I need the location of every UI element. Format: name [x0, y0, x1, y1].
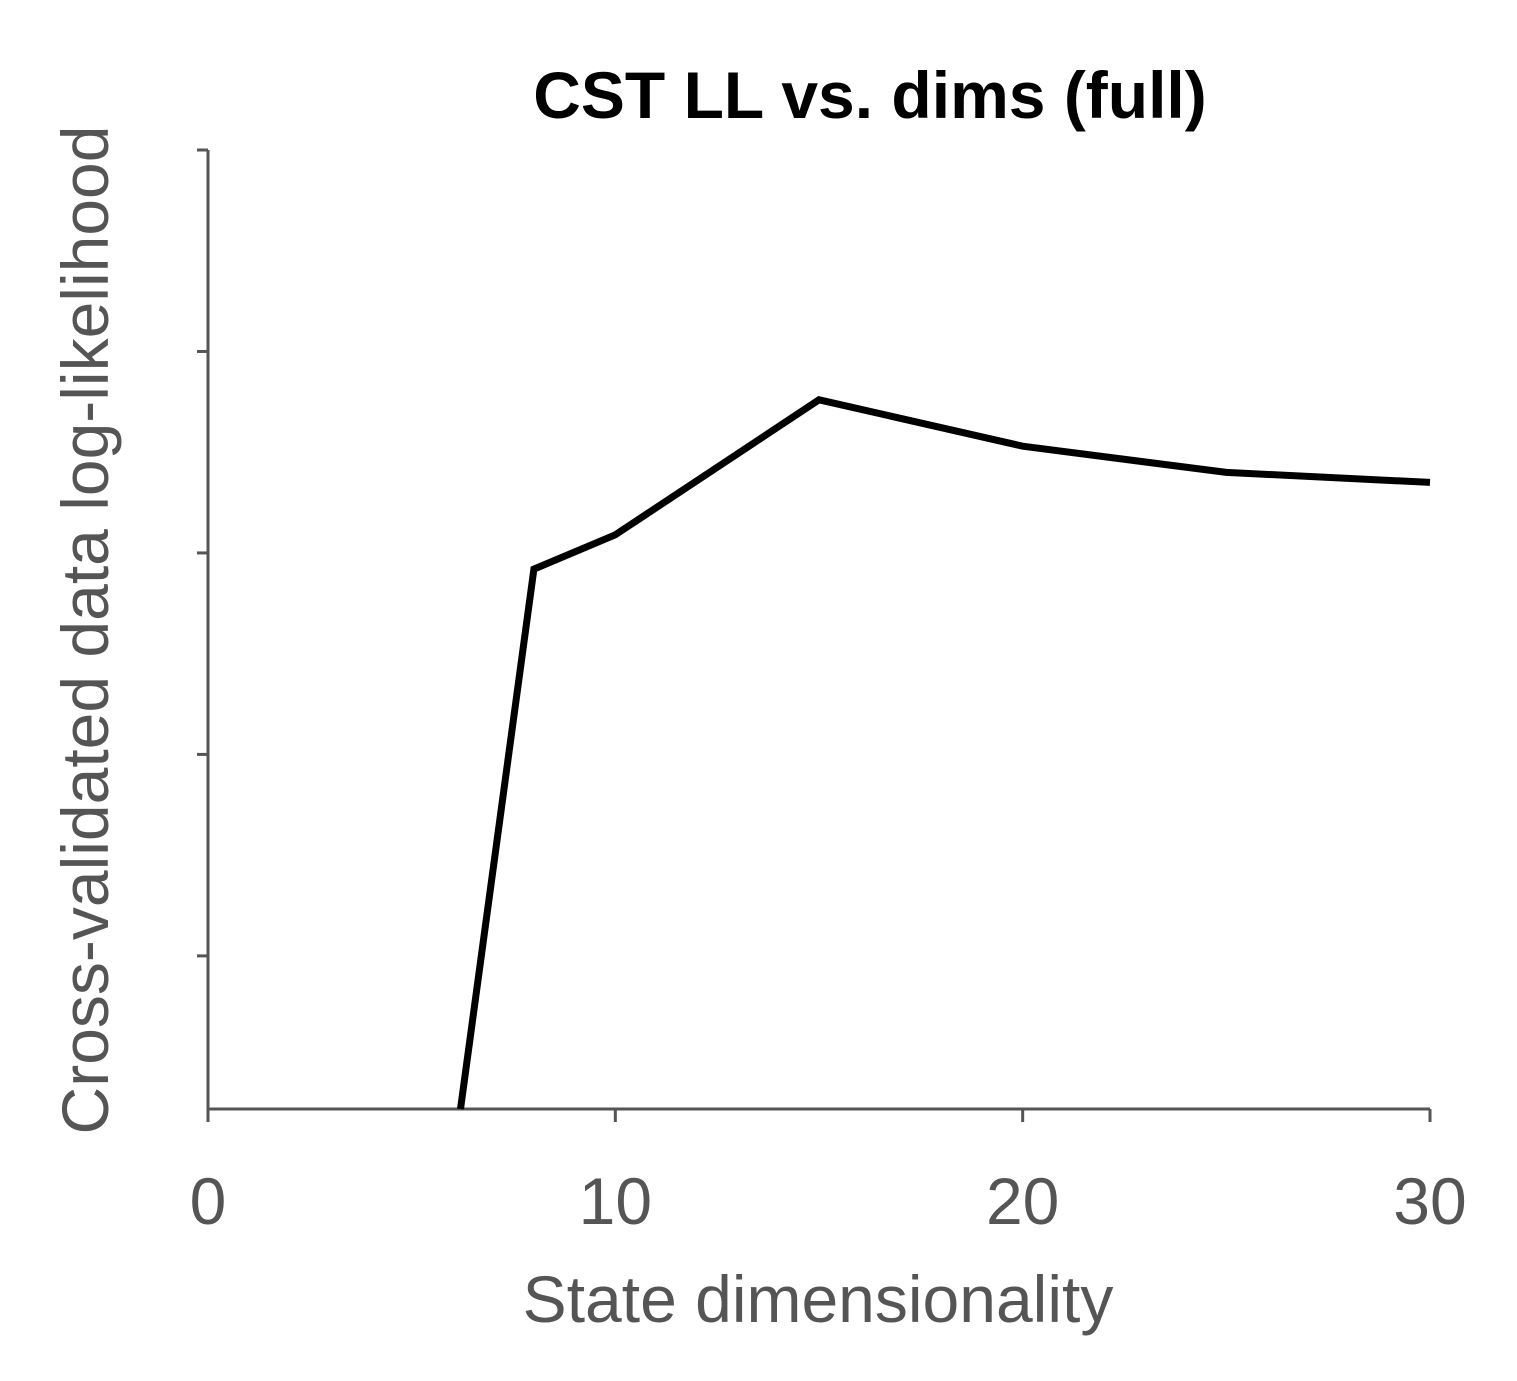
y-axis [197, 148, 210, 1109]
x-axis: 0 10 20 30 [190, 1107, 1467, 1238]
chart-title: CST LL vs. dims (full) [533, 58, 1207, 132]
y-axis-label: Cross-validated data log-likelihood [48, 126, 122, 1135]
x-tick-label: 10 [579, 1164, 652, 1238]
x-tick-label: 20 [986, 1164, 1059, 1238]
x-axis-label: State dimensionality [523, 1262, 1114, 1336]
series-layer [457, 396, 1431, 1110]
x-tick-label: 0 [190, 1164, 227, 1238]
series-line [457, 396, 1431, 1110]
x-tick-label: 30 [1393, 1164, 1466, 1238]
